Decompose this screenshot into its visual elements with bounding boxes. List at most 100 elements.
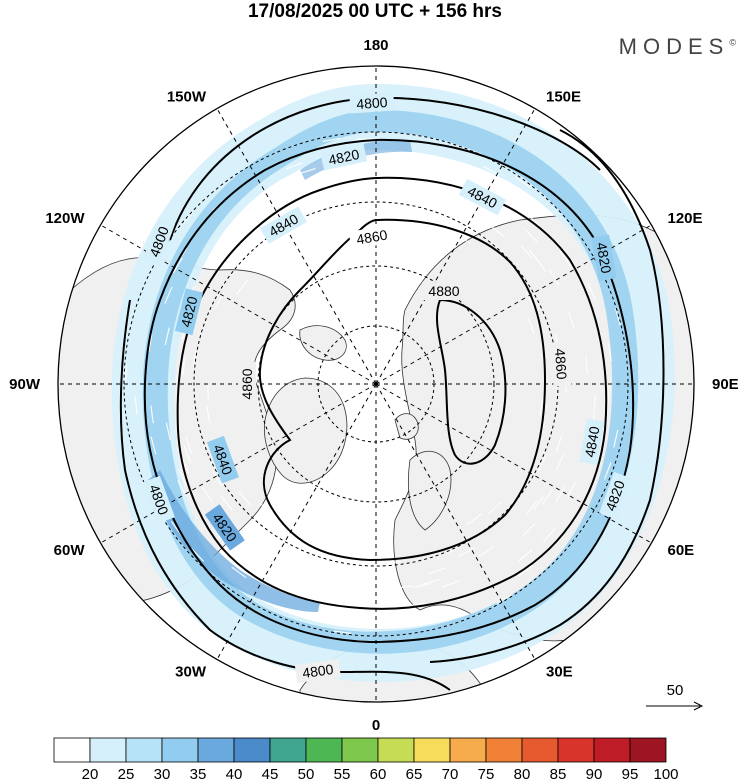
map-title: 17/08/2025 00 UTC + 156 hrs	[247, 1, 503, 22]
colorbar-swatch	[233, 737, 271, 763]
wind-vector	[383, 561, 402, 564]
colorbar-swatch	[305, 737, 343, 763]
wind-vector	[533, 494, 545, 511]
meridian-line	[375, 108, 536, 385]
wind-vector	[164, 327, 170, 346]
longitude-label: 180	[363, 37, 388, 54]
longitude-label: 120E	[668, 210, 703, 227]
wind-vector	[177, 468, 187, 486]
longitude-label: 90E	[712, 376, 739, 393]
wind-vector	[303, 612, 322, 619]
contour-label: 4820	[593, 241, 614, 275]
colorbar-tick-label: 60	[370, 766, 387, 782]
wind-vector	[447, 544, 464, 554]
brand-logo: MODES©	[619, 34, 736, 60]
wind-vector	[555, 434, 563, 453]
wind-vector	[566, 481, 577, 498]
jet-streak-atlantic	[148, 470, 320, 612]
colorbar-tick-label: 25	[118, 766, 135, 782]
longitude-labels: 180 150E 120E 90E 60E 30E 0 30W 60W 90W 120W 150W	[9, 37, 739, 734]
colorbar-swatch	[593, 737, 631, 763]
wind-vector	[496, 593, 513, 605]
wind-vector	[185, 436, 192, 454]
colorbar-swatch	[53, 737, 91, 763]
wind-vector	[182, 357, 186, 376]
wind-vector	[613, 429, 619, 448]
longitude-label: 150W	[167, 89, 207, 106]
colorbar-tick-label: 50	[298, 766, 315, 782]
wind-vector	[164, 286, 173, 304]
contour-label: 4840	[581, 425, 602, 459]
wind-vector	[148, 334, 153, 353]
map-border	[57, 65, 695, 703]
wind-vector	[555, 454, 564, 472]
colorbar-tick-label: 20	[82, 766, 99, 782]
contour-label: 4880	[428, 283, 459, 299]
meridian-line	[375, 383, 536, 660]
longitude-label: 30E	[546, 664, 573, 681]
wind-vector	[125, 363, 127, 382]
wind-vector	[241, 243, 256, 258]
wind-vector	[359, 547, 378, 550]
wind-vector	[349, 193, 369, 197]
colorbar-swatch	[197, 737, 235, 763]
wind-vector	[377, 614, 396, 617]
wind-vector	[539, 397, 544, 416]
wind-vector	[524, 228, 538, 243]
wind-vector	[454, 233, 471, 244]
wind-vector	[236, 279, 249, 295]
wind-vector	[537, 455, 547, 473]
meridian-line	[216, 108, 377, 385]
colorbar-tick-label: 65	[406, 766, 423, 782]
colorbar-tick-label: 100	[653, 766, 678, 782]
contour-4820	[143, 138, 635, 644]
wind-vector	[264, 551, 281, 563]
wind-vector	[375, 197, 394, 200]
colorbar-swatch	[413, 737, 451, 763]
wind-vector	[442, 580, 460, 588]
colorbar-swatch	[161, 737, 199, 763]
wind-vector	[442, 179, 461, 187]
colorbar-swatch	[341, 737, 379, 763]
wind-vector	[542, 528, 556, 543]
wind-vector	[237, 213, 253, 226]
meridian-line	[375, 383, 652, 544]
wind-vector	[183, 446, 192, 464]
longitude-label: 60E	[668, 542, 695, 559]
wind-vector	[298, 167, 316, 175]
wind-vector	[264, 187, 281, 197]
wind-vector	[150, 436, 157, 455]
scandinavia-land	[407, 450, 452, 531]
wind-vector	[458, 547, 475, 558]
wind-vector	[395, 169, 414, 174]
colorbar-tick-label: 30	[154, 766, 171, 782]
wind-vector	[517, 564, 533, 578]
wind-vector	[607, 385, 610, 404]
wind-vector	[190, 547, 205, 562]
longitude-label: 60W	[54, 542, 86, 559]
wind-vector	[482, 165, 500, 176]
wind-vector	[478, 545, 495, 557]
wind-vector	[355, 138, 375, 141]
wind-vector	[172, 257, 183, 274]
contour-label: 4860	[552, 348, 570, 380]
contour-label: 4860	[239, 368, 255, 399]
wind-vector	[275, 570, 293, 580]
wind-vector	[252, 202, 269, 215]
wind-vector	[343, 208, 362, 212]
brand-name: MODES	[618, 34, 730, 59]
arctic-islands	[299, 325, 347, 361]
wind-vector	[526, 212, 541, 227]
wind-vector	[264, 535, 281, 547]
colorbar: 20 25 30 35 40 45 50 55 60 65 70 75 80 85 90 95 100	[53, 737, 679, 782]
height-contours	[119, 96, 665, 691]
wind-vector	[259, 502, 274, 516]
longitude-label: 150E	[546, 89, 581, 106]
contour-label: 4860	[355, 226, 389, 247]
vector-legend: 50	[646, 682, 704, 711]
wind-vector	[603, 462, 612, 480]
wind-vector	[489, 239, 504, 253]
longitude-label: 0	[372, 717, 380, 734]
wind-vector	[285, 162, 303, 170]
